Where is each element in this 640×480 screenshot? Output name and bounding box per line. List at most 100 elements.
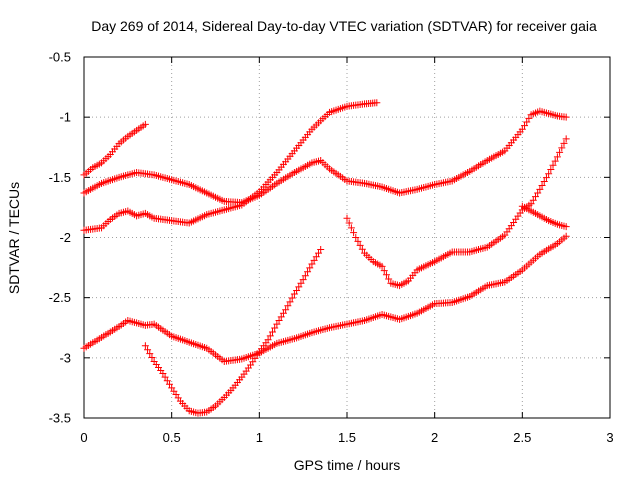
data-point xyxy=(551,157,559,165)
x-tick-label: 1.5 xyxy=(338,430,356,445)
data-point xyxy=(163,377,171,385)
series-arc-g xyxy=(518,202,570,231)
data-point xyxy=(538,181,546,189)
data-point xyxy=(373,99,381,107)
data-point xyxy=(562,232,570,240)
y-tick-label: -3.5 xyxy=(49,411,71,426)
data-point xyxy=(358,245,366,253)
series-arc-f xyxy=(343,135,570,290)
data-point xyxy=(144,346,152,354)
data-point xyxy=(531,193,539,201)
y-axis-label: SDTVAR / TECUs xyxy=(6,182,22,294)
data-point xyxy=(352,234,360,241)
data-point xyxy=(545,170,553,178)
y-tick-label: -3 xyxy=(59,350,71,365)
data-point xyxy=(385,275,393,283)
axis-ticks xyxy=(83,56,611,419)
data-point xyxy=(523,118,531,126)
data-point xyxy=(284,302,292,310)
data-point xyxy=(266,332,274,340)
x-tick-label: 1 xyxy=(256,430,263,445)
y-tick-labels: -0.5 -1 -1.5 -2 -2.5 -3 -3.5 xyxy=(49,50,71,426)
data-point xyxy=(315,249,323,257)
data-point xyxy=(288,294,296,302)
data-point xyxy=(527,200,535,208)
data-point xyxy=(553,153,561,161)
data-point xyxy=(345,219,353,227)
y-tick-label: -2 xyxy=(59,230,71,245)
series-arc-c xyxy=(80,99,381,234)
data-point xyxy=(343,214,351,222)
data-point xyxy=(141,120,149,128)
x-tick-labels: 0 0.5 1 1.5 2 2.5 3 xyxy=(80,430,613,445)
data-point xyxy=(312,253,320,261)
data-point xyxy=(306,264,314,272)
x-tick-label: 0.5 xyxy=(163,430,181,445)
data-point xyxy=(562,113,570,121)
data-point xyxy=(268,328,276,336)
chart-title: Day 269 of 2014, Sidereal Day-to-day VTE… xyxy=(91,18,597,34)
data-point xyxy=(354,237,362,245)
data-point xyxy=(317,246,325,254)
data-point xyxy=(562,223,570,231)
data-point xyxy=(558,144,566,152)
data-point xyxy=(148,354,156,362)
data-point xyxy=(165,380,173,388)
data-point xyxy=(556,148,564,156)
data-point xyxy=(282,306,290,314)
x-tick-label: 2 xyxy=(431,430,438,445)
data-point xyxy=(378,262,386,270)
y-tick-label: -1.5 xyxy=(49,170,71,185)
data-point xyxy=(290,290,298,298)
data-point xyxy=(310,256,318,264)
data-point xyxy=(380,267,388,275)
grid-lines xyxy=(84,57,610,418)
data-point xyxy=(275,317,283,325)
data-point xyxy=(273,320,281,328)
x-tick-label: 2.5 xyxy=(513,430,531,445)
data-point xyxy=(562,135,570,143)
series-arc-a xyxy=(80,120,149,179)
data-point xyxy=(297,279,305,287)
data-point xyxy=(350,229,358,237)
data-point xyxy=(549,161,557,169)
data-point xyxy=(542,174,550,182)
data-point xyxy=(540,178,548,186)
data-point xyxy=(347,224,355,232)
data-point xyxy=(286,298,294,306)
data-point xyxy=(293,286,301,294)
data-point xyxy=(382,271,390,279)
y-tick-label: -2.5 xyxy=(49,290,71,305)
data-point xyxy=(271,324,279,332)
data-point xyxy=(301,272,309,280)
data-point xyxy=(295,283,303,291)
x-axis-label: GPS time / hours xyxy=(294,457,401,473)
data-point xyxy=(299,276,307,284)
y-tick-label: -0.5 xyxy=(49,50,71,65)
x-tick-label: 0 xyxy=(80,430,87,445)
data-point xyxy=(525,114,533,122)
data-point xyxy=(279,309,287,317)
data-point xyxy=(547,166,555,174)
data-point xyxy=(141,342,149,350)
data-point xyxy=(521,122,529,130)
data-point xyxy=(356,241,364,249)
data-point xyxy=(518,125,526,133)
data-point xyxy=(159,369,167,377)
data-point xyxy=(560,139,568,147)
data-point xyxy=(146,350,154,358)
series-arc-b xyxy=(80,107,570,207)
data-point xyxy=(304,268,312,276)
series-arc-e xyxy=(141,246,325,417)
data-points xyxy=(80,99,570,417)
data-point xyxy=(277,313,285,321)
data-point xyxy=(308,260,316,268)
data-point xyxy=(161,373,169,381)
series-arc-d xyxy=(80,232,570,365)
data-point xyxy=(536,185,544,193)
data-point xyxy=(529,196,537,204)
data-point xyxy=(534,189,542,197)
data-point xyxy=(264,336,272,344)
y-tick-label: -1 xyxy=(59,110,71,125)
